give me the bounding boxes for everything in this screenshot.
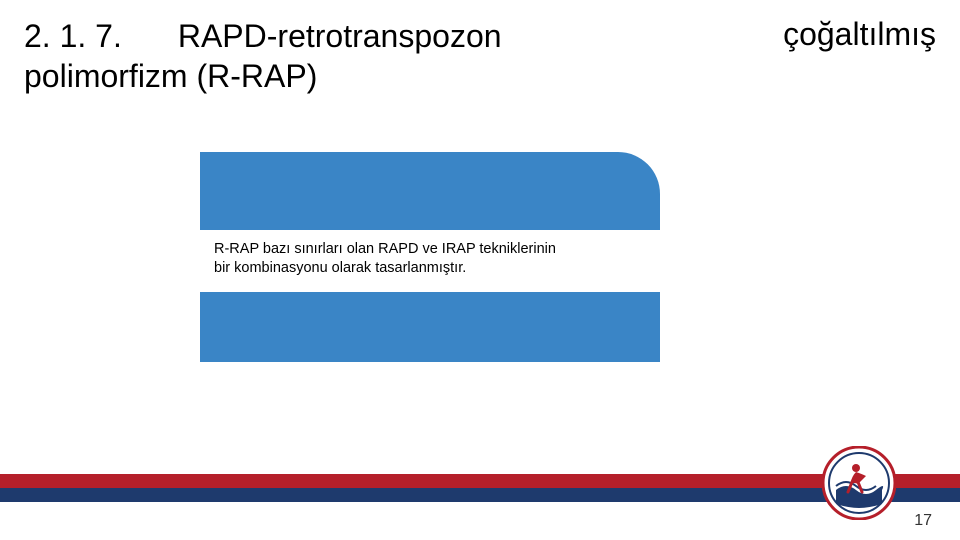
callout-bottom <box>200 292 660 362</box>
callout-line1: R-RAP bazı sınırları olan RAPD ve IRAP t… <box>214 241 556 257</box>
title-row: 2. 1. 7. RAPD-retrotranspozon polimorfizm… <box>24 16 936 96</box>
title-right: çoğaltılmış <box>783 16 936 96</box>
callout-box: R-RAP bazı sınırları olan RAPD ve IRAP t… <box>200 152 660 382</box>
callout-text-area: R-RAP bazı sınırları olan RAPD ve IRAP t… <box>200 230 660 292</box>
footer-navy-stripe <box>0 488 960 502</box>
title-left: 2. 1. 7. RAPD-retrotranspozon polimorfizm… <box>24 16 502 96</box>
slide: 2. 1. 7. RAPD-retrotranspozon polimorfizm… <box>0 0 960 540</box>
title-line2: polimorfizm (R-RAP) <box>24 58 317 94</box>
footer-band <box>0 474 960 502</box>
page-number: 17 <box>914 512 932 530</box>
title-main: RAPD-retrotranspozon <box>178 18 502 54</box>
university-logo-icon <box>822 446 896 520</box>
callout-line2: bir kombinasyonu olarak tasarlanmıştır. <box>214 260 466 276</box>
callout-top <box>200 152 660 230</box>
footer-red-stripe <box>0 474 960 488</box>
section-number: 2. 1. 7. <box>24 16 122 56</box>
callout-text: R-RAP bazı sınırları olan RAPD ve IRAP t… <box>214 240 646 278</box>
